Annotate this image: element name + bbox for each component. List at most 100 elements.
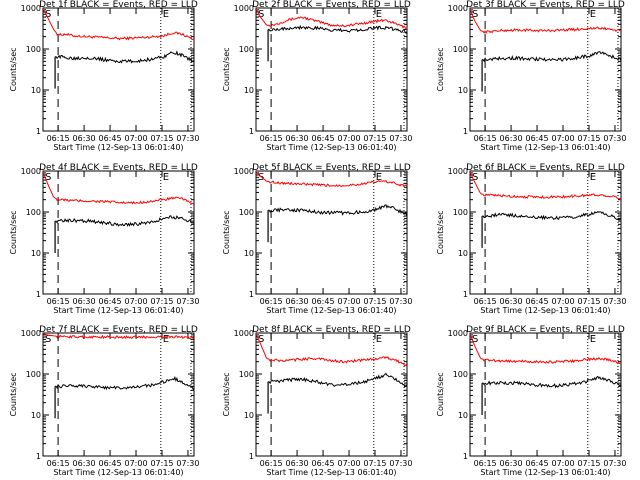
end-marker: E: [376, 172, 382, 183]
y-tick-label: 1: [249, 452, 254, 461]
end-marker: E: [590, 172, 596, 183]
x-tick-label: 07:30: [176, 459, 199, 468]
x-tick-label: 07:30: [389, 134, 412, 143]
x-tick-label: 07:00: [551, 134, 574, 143]
y-tick-label: 100: [239, 370, 254, 379]
y-tick-label: 100: [26, 370, 41, 379]
y-axis-label: Counts/sec: [436, 372, 445, 416]
x-axis-label: Start Time (12-Sep-13 06:01:40): [480, 468, 610, 477]
x-axis-label: Start Time (12-Sep-13 06:01:40): [53, 306, 183, 315]
series-events-line: [482, 210, 621, 221]
y-tick-label: 1: [249, 290, 254, 299]
x-tick-label: 06:15: [260, 459, 283, 468]
series-lld-line: [470, 171, 621, 201]
series-events-line: [55, 375, 194, 391]
panel-det-6: Det 6f BLACK = Events, RED = LLD 1 10 100 10…: [436, 163, 626, 315]
x-tick-label: 07:00: [124, 297, 147, 306]
plot-frame: [255, 170, 408, 295]
x-tick-label: 06:15: [260, 134, 283, 143]
y-tick-label: 10: [244, 86, 254, 95]
end-marker: E: [163, 172, 169, 183]
x-tick-label: 06:45: [526, 459, 549, 468]
chart-title: Det 3f BLACK = Events, RED = LLD: [466, 0, 625, 10]
chart-title: Det 7f BLACK = Events, RED = LLD: [39, 325, 198, 335]
y-tick-label: 1: [463, 127, 468, 136]
x-tick-label: 07:30: [603, 459, 626, 468]
x-tick-label: 07:00: [337, 297, 360, 306]
y-tick-label: 1000: [234, 329, 254, 338]
y-axis-label: Counts/sec: [9, 210, 18, 254]
series-lld-line: [43, 171, 194, 205]
x-tick-label: 06:45: [312, 459, 335, 468]
y-axis-label: Counts/sec: [9, 47, 18, 91]
x-tick-label: 06:15: [47, 134, 70, 143]
x-tick-label: 07:30: [603, 134, 626, 143]
end-marker: E: [590, 334, 596, 345]
x-tick-label: 07:15: [150, 459, 173, 468]
x-tick-label: 06:30: [73, 297, 96, 306]
end-marker: E: [590, 9, 596, 20]
x-tick-label: 07:00: [337, 134, 360, 143]
x-tick-label: 07:15: [363, 134, 386, 143]
x-tick-label: 07:15: [363, 297, 386, 306]
x-tick-label: 06:15: [474, 134, 497, 143]
panel-det-2: Det 2f BLACK = Events, RED = LLD 1 10 100 10…: [222, 0, 412, 152]
y-tick-label: 1000: [21, 167, 41, 176]
x-tick-label: 06:15: [474, 459, 497, 468]
x-tick-label: 06:15: [47, 459, 70, 468]
chart-title: Det 8f BLACK = Events, RED = LLD: [252, 325, 411, 335]
x-axis-label: Start Time (12-Sep-13 06:01:40): [266, 306, 396, 315]
chart-title: Det 5f BLACK = Events, RED = LLD: [252, 163, 411, 173]
x-axis-label: Start Time (12-Sep-13 06:01:40): [266, 468, 396, 477]
y-tick-label: 10: [31, 411, 41, 420]
y-axis-label: Counts/sec: [9, 372, 18, 416]
x-tick-label: 06:30: [73, 134, 96, 143]
x-tick-label: 07:30: [176, 297, 199, 306]
x-axis-label: Start Time (12-Sep-13 06:01:40): [53, 143, 183, 152]
x-tick-label: 07:15: [577, 459, 600, 468]
panel-det-4: Det 4f BLACK = Events, RED = LLD 1 10 100 10…: [9, 163, 199, 315]
y-tick-label: 1000: [21, 4, 41, 13]
y-tick-label: 10: [31, 86, 41, 95]
x-tick-label: 07:15: [150, 297, 173, 306]
start-marker: S: [472, 172, 478, 183]
y-tick-label: 1: [36, 452, 41, 461]
y-tick-label: 1000: [21, 329, 41, 338]
x-tick-label: 06:30: [286, 134, 309, 143]
y-tick-label: 1000: [234, 167, 254, 176]
y-tick-label: 10: [31, 249, 41, 258]
series-events-line: [268, 203, 407, 217]
y-tick-label: 1: [463, 452, 468, 461]
plot-frame: [469, 170, 622, 295]
y-axis-label: Counts/sec: [222, 210, 231, 254]
plot-frame: [42, 170, 195, 295]
x-tick-label: 06:15: [47, 297, 70, 306]
start-marker: S: [472, 9, 478, 20]
panel-det-5: Det 5f BLACK = Events, RED = LLD 1 10 100 10…: [222, 163, 412, 315]
x-tick-label: 07:00: [551, 459, 574, 468]
y-tick-label: 100: [26, 208, 41, 217]
x-tick-label: 06:45: [526, 134, 549, 143]
series-events-line: [482, 51, 621, 63]
y-tick-label: 1000: [448, 329, 468, 338]
x-tick-label: 06:15: [474, 297, 497, 306]
y-axis-label: Counts/sec: [222, 372, 231, 416]
x-tick-label: 06:15: [260, 297, 283, 306]
end-marker: E: [163, 9, 169, 20]
plot-frame: [469, 332, 622, 457]
x-tick-label: 07:15: [363, 459, 386, 468]
panel-det-3: Det 3f BLACK = Events, RED = LLD 1 10 100 10…: [436, 0, 626, 152]
start-marker: S: [472, 334, 478, 345]
series-lld-line: [43, 8, 194, 41]
y-tick-label: 1: [249, 127, 254, 136]
series-lld-line: [470, 8, 621, 35]
x-tick-label: 06:45: [312, 297, 335, 306]
x-tick-label: 06:45: [99, 459, 122, 468]
panel-det-8: Det 8f BLACK = Events, RED = LLD 1 10 100 10…: [222, 325, 412, 477]
plot-frame: [469, 7, 622, 132]
start-marker: S: [45, 9, 51, 20]
x-tick-label: 06:45: [526, 297, 549, 306]
x-tick-label: 07:30: [389, 459, 412, 468]
y-tick-label: 100: [239, 45, 254, 54]
y-tick-label: 1000: [448, 4, 468, 13]
